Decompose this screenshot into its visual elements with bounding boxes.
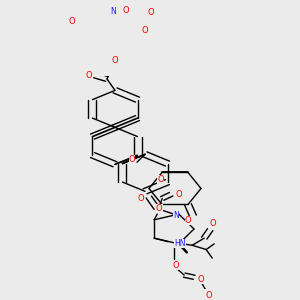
Text: N: N — [110, 7, 116, 16]
Text: O: O — [129, 155, 135, 164]
Text: O: O — [173, 261, 179, 270]
Text: O: O — [112, 56, 118, 65]
Text: O: O — [137, 194, 144, 203]
Text: O: O — [206, 290, 212, 299]
Text: O: O — [122, 5, 129, 14]
Text: O: O — [142, 26, 148, 34]
Text: O: O — [198, 275, 205, 284]
Text: O: O — [86, 71, 92, 80]
Text: O: O — [148, 8, 154, 17]
Text: N: N — [173, 211, 179, 220]
Text: O: O — [69, 17, 75, 26]
Text: O: O — [185, 216, 191, 225]
Text: O: O — [158, 175, 164, 184]
Text: O: O — [176, 190, 182, 199]
Text: O: O — [156, 204, 163, 213]
Text: O: O — [210, 220, 217, 229]
Text: HN: HN — [174, 238, 186, 247]
